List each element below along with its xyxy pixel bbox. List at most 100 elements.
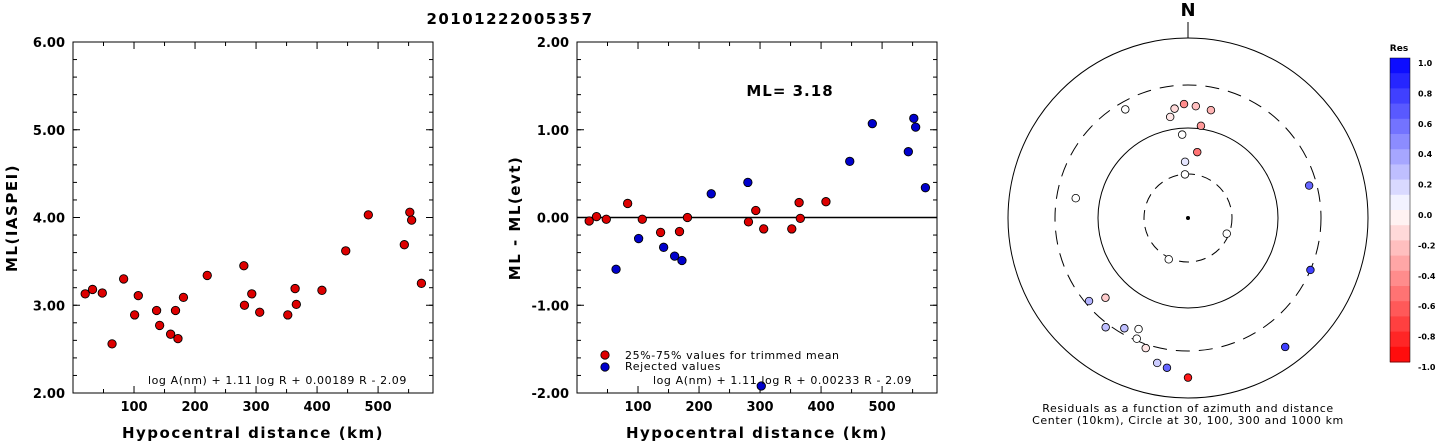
- x-tick-label: 100: [120, 400, 147, 415]
- data-point: [399, 240, 409, 250]
- x-tick-label: 500: [365, 400, 392, 415]
- data-point: [173, 333, 183, 344]
- data-point: [341, 246, 351, 256]
- colorbar-cell: [1390, 286, 1410, 302]
- colorbar-cell: [1390, 194, 1410, 211]
- y-tick-label: -2.00: [532, 387, 569, 402]
- data-point: [787, 224, 797, 234]
- data-point: [118, 274, 129, 284]
- station-point: [1306, 265, 1315, 275]
- data-point: [658, 242, 669, 252]
- data-point: [97, 288, 107, 298]
- data-point: [821, 197, 831, 207]
- data-point: [677, 255, 687, 266]
- station-point: [1101, 293, 1110, 302]
- station-point: [1132, 334, 1141, 343]
- x-tick-label: 400: [303, 400, 330, 415]
- data-point: [87, 284, 98, 295]
- data-point: [756, 381, 766, 391]
- x-axis-label: Hypocentral distance (km): [122, 424, 384, 441]
- colorbar-tick-label: 0.2: [1418, 181, 1432, 190]
- azimuth-residual-plot: N Residuals as a function of azimuth and…: [1007, 0, 1369, 427]
- formula-text: log A(nm) + 1.11 log R + 0.00189 R - 2.0…: [148, 374, 407, 387]
- station-point: [1193, 147, 1202, 157]
- colorbar-tick-label: -0.8: [1418, 333, 1436, 342]
- outer-circle: [1007, 37, 1369, 399]
- x-axis-label: Hypocentral distance (km): [626, 424, 888, 441]
- data-point: [601, 214, 611, 224]
- plot-frame: [72, 41, 434, 394]
- data-point: [743, 217, 754, 227]
- colorbar-cell: [1390, 331, 1410, 348]
- station-point: [1152, 358, 1162, 368]
- data-point: [247, 289, 257, 299]
- colorbar-tick-label: 1.0: [1418, 59, 1433, 68]
- data-point: [317, 285, 327, 295]
- ml-annotation: ML= 3.18: [746, 82, 833, 100]
- data-point: [910, 122, 921, 132]
- colorbar-cell: [1390, 164, 1410, 181]
- colorbar-cell: [1390, 73, 1410, 89]
- data-point: [751, 205, 761, 216]
- data-point: [655, 227, 666, 238]
- y-tick-label: 4.00: [33, 212, 65, 227]
- data-point: [920, 183, 931, 193]
- circle-100km: [1097, 127, 1279, 309]
- colorbar-cell: [1390, 210, 1410, 226]
- colorbar-cell: [1390, 118, 1410, 135]
- x-tick-label: 300: [746, 400, 773, 415]
- data-point: [637, 214, 647, 224]
- y-tick-label: 0.00: [537, 212, 569, 227]
- ml-residual-plot: 100 200 300 400 500 -2.00 -1.00 0.00 1.00 2.00 ML…: [506, 36, 938, 441]
- station-point: [1134, 324, 1143, 334]
- station-point: [1183, 373, 1193, 382]
- colorbar-cell: [1390, 58, 1410, 74]
- data-point: [706, 189, 716, 199]
- data-point: [80, 289, 90, 299]
- data-point: [202, 270, 212, 281]
- y-axis-label: ML(IASPEI): [3, 164, 21, 272]
- legend-label-trimmed: 25%-75% values for trimmed mean: [625, 349, 840, 362]
- station-point: [1206, 106, 1216, 115]
- data-point: [611, 264, 621, 274]
- station-point: [1304, 181, 1314, 190]
- colorbar-cell: [1390, 179, 1410, 196]
- legend-label-rejected: Rejected values: [625, 360, 721, 373]
- colorbar-tick-label: -0.2: [1418, 241, 1436, 250]
- data-point: [743, 177, 753, 188]
- data-point: [405, 207, 415, 217]
- data-point: [416, 278, 427, 288]
- colorbar-cell: [1390, 88, 1410, 105]
- data-point: [133, 290, 143, 301]
- station-point: [1071, 194, 1080, 203]
- data-point: [759, 224, 769, 234]
- colorbar-tick-label: 0.8: [1418, 89, 1433, 98]
- station-point: [1084, 296, 1094, 306]
- x-tick-label: 200: [685, 400, 712, 415]
- y-tick-label: 5.00: [33, 124, 65, 139]
- formula-text: log A(nm) + 1.11 log R + 0.00233 R - 2.0…: [653, 374, 912, 387]
- data-point: [633, 233, 644, 244]
- station-point: [1191, 101, 1201, 111]
- station-point: [1180, 157, 1190, 167]
- x-tick-label: 300: [242, 400, 269, 415]
- y-tick-label: 2.00: [537, 36, 569, 51]
- y-tick-label: 1.00: [537, 124, 569, 139]
- data-point: [903, 147, 913, 157]
- colorbar-cell: [1390, 149, 1410, 165]
- colorbar-cell: [1390, 240, 1410, 257]
- station-point: [1120, 324, 1129, 333]
- station-point: [1162, 363, 1172, 372]
- data-point: [151, 305, 162, 316]
- data-point: [363, 210, 373, 220]
- data-point: [794, 197, 804, 208]
- data-point: [674, 226, 685, 237]
- station-point: [1165, 112, 1175, 122]
- colorbar-cell: [1390, 225, 1410, 241]
- legend-marker-trimmed: [600, 350, 610, 360]
- data-point: [584, 216, 594, 226]
- data-point: [291, 299, 301, 310]
- residual-colorbar: Res 1.0 0.8 0.6 0.4 0.2 0.0 -0.2 -0.4 -0.6 -0.8 -1…: [1389, 44, 1436, 372]
- data-point: [239, 261, 249, 271]
- data-point: [107, 339, 117, 349]
